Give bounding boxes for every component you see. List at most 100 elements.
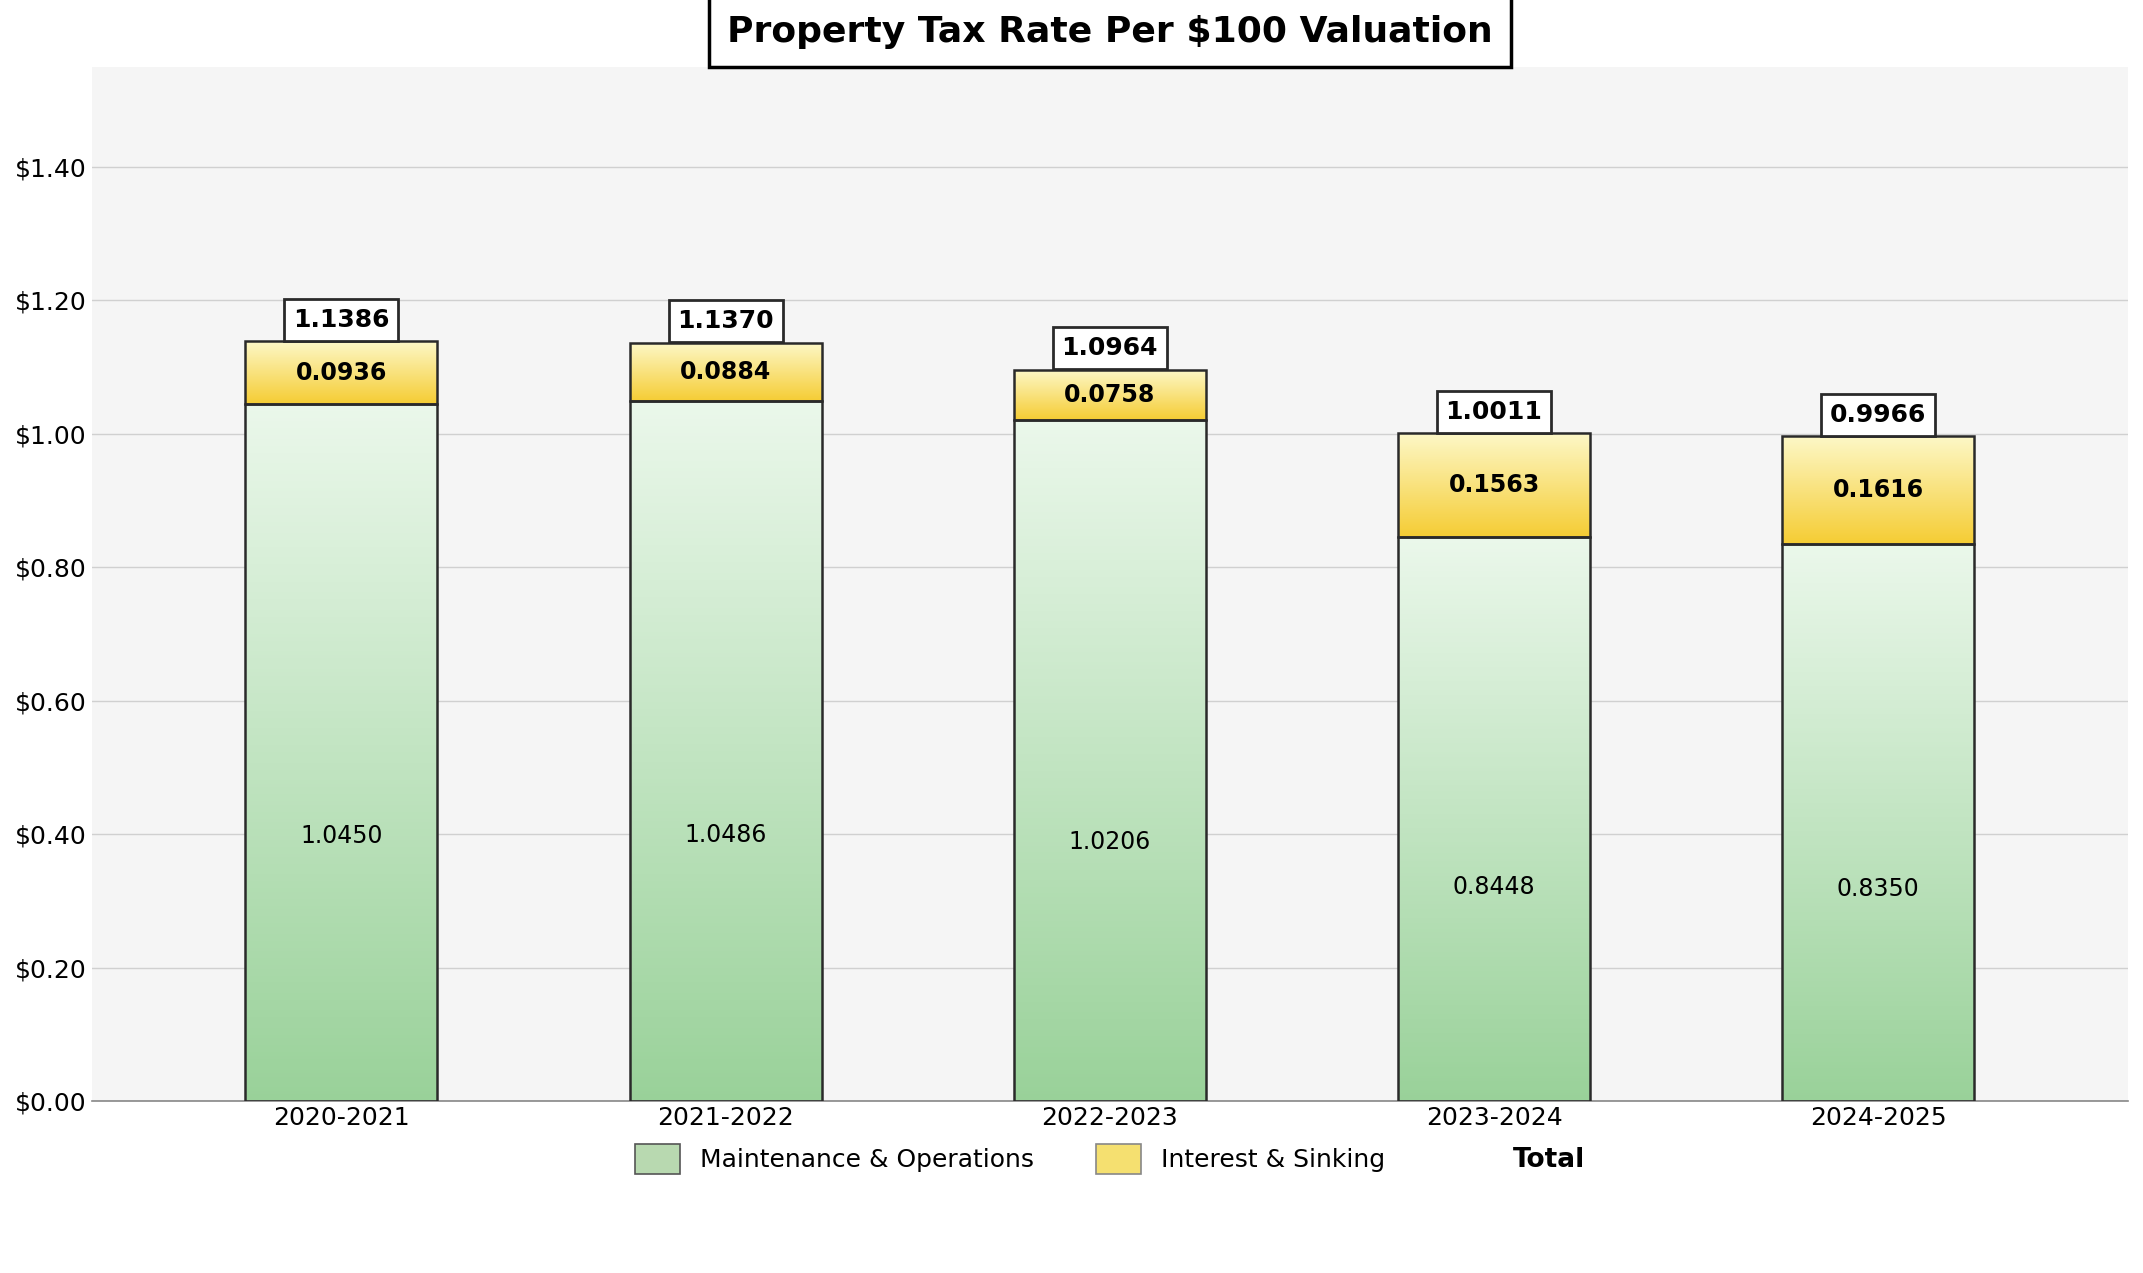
Bar	[630, 801, 821, 803]
Bar	[1014, 1063, 1207, 1067]
Bar	[630, 909, 821, 913]
Bar	[244, 648, 437, 652]
Bar	[1783, 728, 1974, 731]
Bar	[244, 774, 437, 777]
Bar	[1014, 833, 1207, 835]
Bar	[244, 732, 437, 735]
Bar	[630, 887, 821, 891]
Bar	[1783, 619, 1974, 622]
Bar	[1014, 668, 1207, 672]
Bar	[1014, 965, 1207, 969]
Bar	[1783, 967, 1974, 970]
Bar	[244, 1069, 437, 1073]
Bar	[1783, 1062, 1974, 1064]
Bar	[1014, 992, 1207, 995]
Bar	[244, 628, 437, 630]
Bar	[1783, 656, 1974, 658]
Bar	[630, 957, 821, 961]
Bar	[1014, 638, 1207, 642]
Bar	[630, 447, 821, 451]
Bar	[244, 993, 437, 997]
Bar	[244, 508, 437, 512]
Bar	[244, 516, 437, 519]
Bar	[630, 745, 821, 747]
Bar	[244, 777, 437, 780]
Bar	[1783, 1017, 1974, 1020]
Bar	[630, 719, 821, 723]
Bar	[244, 640, 437, 644]
Bar	[244, 662, 437, 666]
Bar	[1397, 593, 1590, 597]
Bar	[244, 913, 437, 917]
Bar	[630, 621, 821, 625]
Bar	[1014, 420, 1207, 424]
Bar	[1783, 878, 1974, 881]
Bar	[1014, 552, 1207, 556]
Bar	[630, 573, 821, 577]
Bar	[244, 446, 437, 449]
Bar	[1014, 440, 1207, 444]
Bar	[1783, 895, 1974, 897]
Bar	[244, 861, 437, 864]
Bar	[1397, 1099, 1590, 1101]
Bar	[630, 342, 821, 401]
Bar	[244, 654, 437, 658]
Text: 0.0936: 0.0936	[296, 360, 388, 384]
Bar	[1014, 941, 1207, 945]
Bar	[244, 1013, 437, 1017]
Bar	[1783, 780, 1974, 783]
Bar	[1014, 805, 1207, 808]
Bar	[630, 566, 821, 569]
Bar	[244, 710, 437, 714]
Text: 1.0450: 1.0450	[300, 824, 384, 848]
Bar	[1783, 1085, 1974, 1087]
Bar	[1397, 983, 1590, 985]
Bar	[1014, 542, 1207, 546]
Bar	[630, 569, 821, 573]
Bar	[244, 959, 437, 961]
Bar	[1397, 1011, 1590, 1013]
Bar	[630, 605, 821, 607]
Bar	[1783, 993, 1974, 995]
Bar	[1014, 784, 1207, 788]
Bar	[1014, 812, 1207, 815]
Bar	[1783, 731, 1974, 733]
Bar	[1783, 937, 1974, 939]
Bar	[1397, 867, 1590, 869]
Bar	[1397, 992, 1590, 994]
Bar	[1397, 1087, 1590, 1090]
Bar	[244, 630, 437, 634]
Bar	[1014, 959, 1207, 961]
Bar	[1397, 948, 1590, 952]
Bar	[1783, 1096, 1974, 1099]
Bar	[244, 572, 437, 574]
Bar	[1783, 714, 1974, 717]
Bar	[630, 401, 821, 1101]
Bar	[1014, 1087, 1207, 1091]
Bar	[244, 770, 437, 774]
Bar	[1014, 945, 1207, 948]
Bar	[630, 953, 821, 957]
Bar	[1014, 849, 1207, 853]
Bar	[1397, 537, 1590, 540]
Bar	[244, 686, 437, 690]
Bar	[244, 840, 437, 843]
Bar	[1783, 594, 1974, 597]
Bar	[244, 1080, 437, 1083]
Bar	[244, 836, 437, 840]
Bar	[630, 482, 821, 485]
Bar	[1783, 904, 1974, 906]
Bar	[1783, 691, 1974, 694]
Bar	[244, 979, 437, 983]
Bar	[244, 955, 437, 959]
Bar	[1397, 1027, 1590, 1031]
Bar	[1397, 841, 1590, 844]
Bar	[1014, 717, 1207, 719]
Bar	[1397, 757, 1590, 760]
Bar	[1014, 679, 1207, 682]
Bar	[1783, 705, 1974, 708]
Bar	[1397, 554, 1590, 558]
Bar	[630, 843, 821, 845]
Bar	[1783, 794, 1974, 797]
Bar	[630, 845, 821, 849]
